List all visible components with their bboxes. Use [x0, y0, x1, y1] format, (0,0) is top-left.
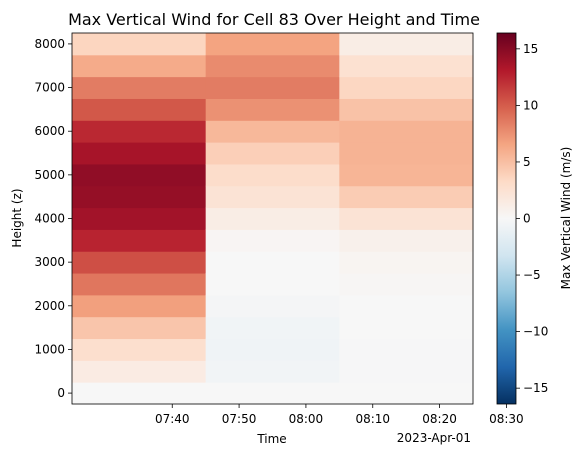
heatmap-cell — [72, 33, 207, 56]
heatmap-cell — [72, 120, 207, 143]
heatmap-cell — [72, 360, 207, 383]
x-tick-label: 08:10 — [355, 412, 390, 426]
colorbar-label: Max Vertical Wind (m/s) — [559, 147, 573, 290]
x-tick-label: 08:20 — [422, 412, 457, 426]
y-tick-label: 4000 — [34, 212, 65, 226]
heatmap-cell — [205, 185, 340, 209]
heatmap-cell — [72, 229, 207, 252]
heatmap-cell — [72, 76, 207, 99]
heatmap-cell — [205, 163, 340, 187]
heatmap-cell — [72, 338, 207, 361]
heatmap-cell — [339, 207, 474, 230]
y-tick-label: 1000 — [34, 342, 65, 356]
x-offset-label: 2023-Apr-01 — [397, 431, 471, 445]
colorbar-tick-label: 15 — [523, 42, 538, 56]
heatmap-cell — [339, 294, 474, 318]
heatmap-cell — [339, 163, 474, 187]
x-tick-label: 08:30 — [489, 412, 524, 426]
heatmap-cells — [72, 33, 474, 405]
x-axis-label: Time — [256, 432, 286, 446]
heatmap-cell — [339, 382, 474, 405]
colorbar-tick-label: 0 — [523, 212, 531, 226]
heatmap-cell — [339, 360, 474, 383]
heatmap-cell — [72, 294, 207, 318]
heatmap-cell — [205, 207, 340, 230]
y-tick-label: 7000 — [34, 81, 65, 95]
heatmap-cell — [205, 229, 340, 252]
heatmap-cell — [339, 273, 474, 296]
x-tick-label: 07:40 — [155, 412, 190, 426]
colorbar-ticks: −15 −10 −5 0 5 10 15 — [516, 42, 548, 395]
chart-title: Max Vertical Wind for Cell 83 Over Heigh… — [68, 10, 480, 29]
heatmap-cell — [205, 273, 340, 296]
heatmap-cell — [72, 207, 207, 230]
heatmap-cell — [339, 54, 474, 78]
heatmap-cell — [339, 338, 474, 361]
heatmap-cell — [205, 54, 340, 78]
colorbar-tick-label: 5 — [523, 155, 531, 169]
heatmap-cell — [339, 229, 474, 252]
heatmap-cell — [339, 185, 474, 209]
y-axis-ticks: 0 1000 2000 3000 4000 5000 6000 7000 8000 — [34, 37, 72, 400]
heatmap-cell — [72, 185, 207, 209]
heatmap-cell — [339, 76, 474, 99]
x-tick-label: 07:50 — [222, 412, 257, 426]
heatmap-cell — [72, 54, 207, 78]
y-tick-label: 5000 — [34, 168, 65, 182]
heatmap-cell — [339, 142, 474, 165]
x-axis-ticks: 07:40 07:50 08:00 08:10 08:20 08:30 — [155, 404, 524, 426]
heatmap-cell — [72, 273, 207, 296]
colorbar-tick-label: −15 — [523, 381, 548, 395]
heatmap-cell — [339, 251, 474, 274]
x-tick-label: 08:00 — [289, 412, 324, 426]
y-tick-label: 0 — [57, 386, 65, 400]
heatmap-cell — [72, 98, 207, 121]
y-tick-label: 3000 — [34, 255, 65, 269]
heatmap-cell — [205, 33, 340, 56]
colorbar-tick-label: −5 — [523, 268, 541, 282]
colorbar — [496, 32, 517, 405]
heatmap-cell — [339, 316, 474, 340]
heatmap-cell — [339, 120, 474, 143]
heatmap-cell — [205, 76, 340, 99]
colorbar-tick-label: −10 — [523, 325, 548, 339]
y-tick-label: 6000 — [34, 124, 65, 138]
y-tick-label: 8000 — [34, 37, 65, 51]
heatmap-cell — [339, 33, 474, 56]
heatmap-cell — [339, 98, 474, 121]
heatmap-cell — [205, 360, 340, 383]
heatmap-cell — [205, 316, 340, 340]
heatmap-cell — [72, 382, 207, 405]
heatmap-cell — [72, 142, 207, 165]
heatmap-cell — [205, 251, 340, 274]
heatmap-cell — [205, 294, 340, 318]
heatmap-cell — [205, 142, 340, 165]
heatmap-cell — [205, 382, 340, 405]
y-tick-label: 2000 — [34, 299, 65, 313]
heatmap-cell — [205, 338, 340, 361]
heatmap-cell — [205, 98, 340, 121]
heatmap-cell — [205, 120, 340, 143]
heatmap-cell — [72, 163, 207, 187]
colorbar-tick-label: 10 — [523, 98, 538, 112]
heatmap-cell — [72, 316, 207, 340]
heatmap-cell — [72, 251, 207, 274]
y-axis-label: Height (z) — [10, 188, 24, 247]
